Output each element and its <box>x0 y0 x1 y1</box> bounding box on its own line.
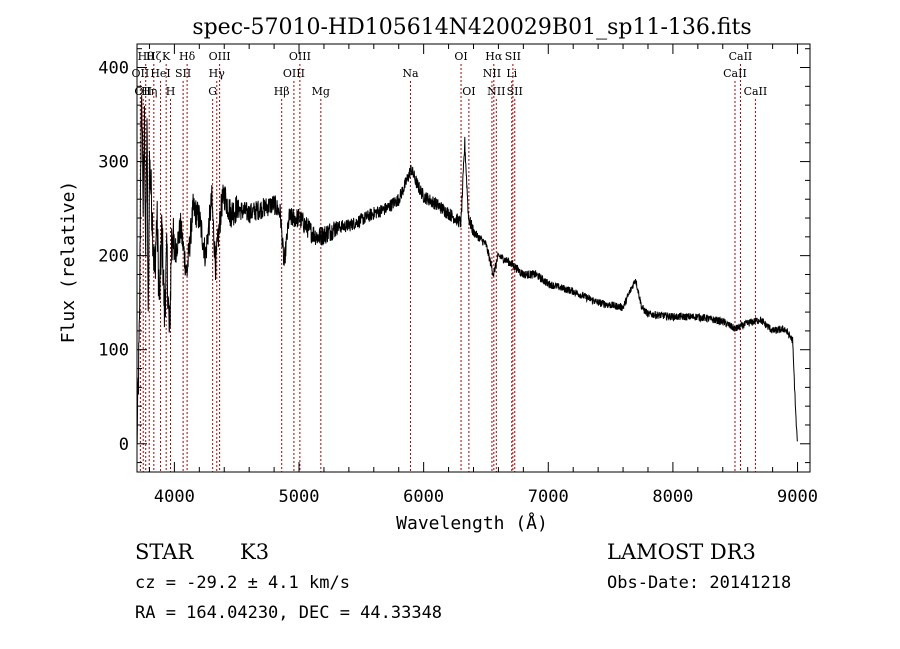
marker-labels: OII OII Hθ Hη Hζ HeI K H SII Hδ G Hγ OIII Hβ OIII OIII M… <box>132 50 768 98</box>
x-tick-label: 6000 <box>403 487 444 507</box>
plot-frame <box>136 43 811 473</box>
spectrum-line <box>136 95 798 444</box>
x-axis-ticks <box>148 44 799 472</box>
x-tick-label: 8000 <box>652 487 693 507</box>
y-tick-label: 0 <box>119 435 129 455</box>
x-tick-label: 5000 <box>279 487 320 507</box>
chart-title: spec-57010-HD105614N420029B01_sp11-136.f… <box>192 15 751 40</box>
line-marker-label: NII <box>483 67 501 80</box>
line-marker-label: CaII <box>744 85 768 98</box>
line-marker-label: SII <box>507 85 523 98</box>
line-marker-label: Hθ <box>138 50 155 63</box>
line-marker-label: Hβ <box>274 85 290 98</box>
line-marker-label: Li <box>506 67 517 80</box>
line-marker-label: CaII <box>729 50 753 63</box>
y-axis-ticks <box>137 48 810 464</box>
line-marker-label: Mg <box>312 85 330 98</box>
line-marker-label: OIII <box>209 50 231 63</box>
x-tick-label: 7000 <box>528 487 569 507</box>
survey-name: LAMOST DR3 <box>607 540 756 564</box>
line-marker-label: Na <box>402 67 419 80</box>
x-axis-label: Wavelength (Å) <box>396 512 548 534</box>
line-marker-label: CaII <box>723 67 747 80</box>
line-marker-label: OI <box>462 85 475 98</box>
line-marker-label: H <box>166 85 176 98</box>
object-class: STAR <box>135 540 194 564</box>
line-marker-label: Hα <box>485 50 503 63</box>
y-axis-tick-labels: 0 100 200 300 400 <box>98 59 129 455</box>
x-tick-label: 9000 <box>777 487 818 507</box>
line-marker-label: Hζ <box>146 50 162 63</box>
line-marker-label: NII <box>487 85 505 98</box>
line-marker-label: OIII <box>283 67 305 80</box>
line-marker-label: Hη <box>141 85 157 98</box>
line-marker-label: OI <box>454 50 467 63</box>
redshift-velocity: cz = -29.2 ± 4.1 km/s <box>135 573 350 593</box>
line-marker-label: OIII <box>289 50 311 63</box>
y-axis-label: Flux (relative) <box>58 181 79 344</box>
object-subclass: K3 <box>240 540 270 564</box>
line-marker-label: K <box>162 50 171 63</box>
line-marker-label: SII <box>505 50 521 63</box>
observation-date: Obs-Date: 20141218 <box>607 573 792 593</box>
line-marker-label: OII <box>132 67 150 80</box>
line-marker-label: G <box>208 85 217 98</box>
line-marker-label: OII <box>134 85 152 98</box>
line-marker-label: Hδ <box>179 50 196 63</box>
sky-coordinates: RA = 164.04230, DEC = 44.33348 <box>135 603 443 623</box>
line-marker-label: HeI <box>150 67 170 80</box>
y-tick-label: 400 <box>98 59 129 79</box>
x-axis-tick-labels: 4000 5000 6000 7000 8000 9000 <box>154 487 818 507</box>
y-tick-label: 100 <box>98 341 129 361</box>
y-tick-label: 300 <box>98 153 129 173</box>
line-marker-label: Hγ <box>209 67 226 80</box>
line-marker-label: SII <box>175 67 191 80</box>
line-markers <box>139 64 756 472</box>
y-tick-label: 200 <box>98 247 129 267</box>
x-tick-label: 4000 <box>154 487 195 507</box>
